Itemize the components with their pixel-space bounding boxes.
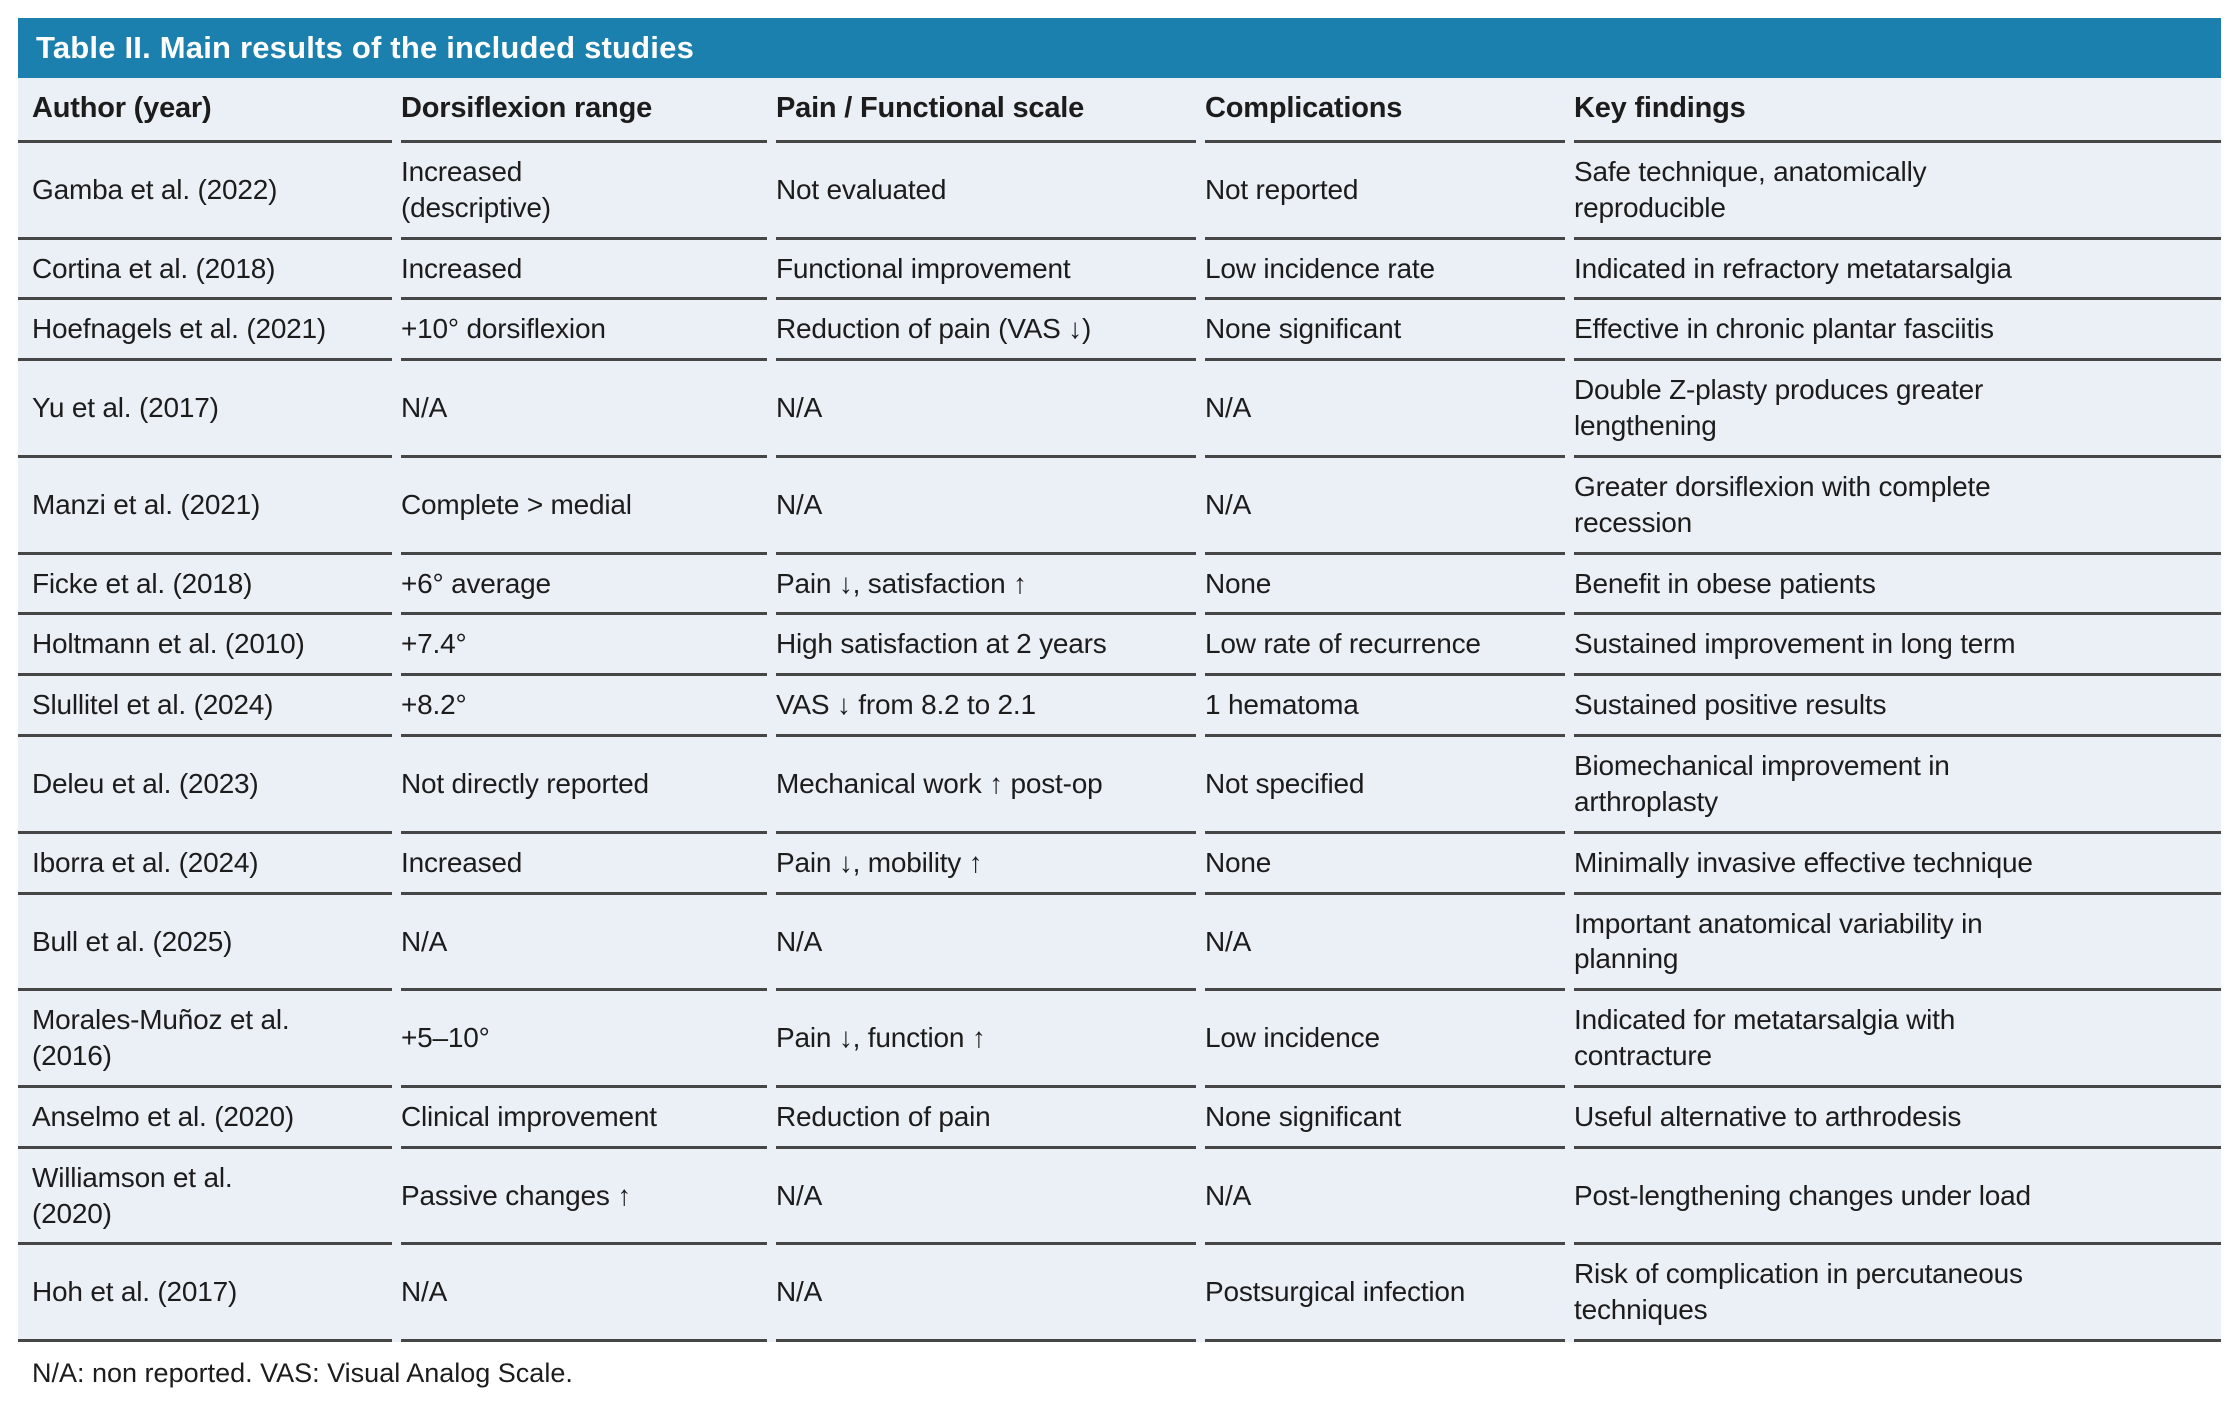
table-bottom-rule	[1574, 1339, 2221, 1343]
cell-author: Hoh et al. (2017)	[18, 1242, 392, 1339]
cell-complications: 1 hematoma	[1205, 673, 1565, 734]
cell-pain-functional-scale: High satisfaction at 2 years	[776, 612, 1196, 673]
cell-author: Iborra et al. (2024)	[18, 830, 392, 892]
footnote: N/A: non reported. VAS: Visual Analog Sc…	[32, 1358, 573, 1389]
cell-key-findings: Effective in chronic plantar fasciitis	[1574, 297, 2221, 358]
cell-author: Ficke et al. (2018)	[18, 551, 392, 613]
cell-dorsiflexion-range: N/A	[401, 1242, 767, 1339]
cell-pain-functional-scale: Pain ↓, function ↑	[776, 988, 1196, 1085]
results-table: Author (year) Dorsiflexion range Pain / Fu…	[18, 78, 2221, 1343]
cell-complications: Low rate of recurrence	[1205, 612, 1565, 673]
cell-complications: N/A	[1205, 454, 1565, 552]
cell-key-findings: Indicated in refractory metatarsalgia	[1574, 236, 2221, 298]
cell-key-findings: Post-lengthening changes under load	[1574, 1145, 2221, 1243]
cell-key-findings: Important anatomical variability in plan…	[1574, 891, 2221, 989]
cell-author: Anselmo et al. (2020)	[18, 1084, 392, 1146]
cell-pain-functional-scale: Pain ↓, mobility ↑	[776, 830, 1196, 892]
table-bottom-rule	[776, 1339, 1196, 1343]
cell-pain-functional-scale: N/A	[776, 1242, 1196, 1339]
cell-complications: Not reported	[1205, 140, 1565, 237]
cell-dorsiflexion-range: Clinical improvement	[401, 1084, 767, 1146]
cell-dorsiflexion-range: +6° average	[401, 551, 767, 613]
cell-author: Hoefnagels et al. (2021)	[18, 297, 392, 358]
cell-author: Yu et al. (2017)	[18, 358, 392, 455]
cell-dorsiflexion-range: Not directly reported	[401, 734, 767, 831]
table-bottom-rule	[18, 1339, 392, 1343]
cell-dorsiflexion-range: Increased (descriptive)	[401, 140, 767, 237]
cell-author: Manzi et al. (2021)	[18, 454, 392, 552]
table-bottom-rule	[401, 1339, 767, 1343]
cell-key-findings: Double Z-plasty produces greater lengthe…	[1574, 358, 2221, 455]
cell-key-findings: Benefit in obese patients	[1574, 551, 2221, 613]
cell-key-findings: Safe technique, anatomically reproducibl…	[1574, 140, 2221, 237]
cell-author: Holtmann et al. (2010)	[18, 612, 392, 673]
cell-key-findings: Greater dorsiflexion with complete reces…	[1574, 454, 2221, 552]
cell-author: Gamba et al. (2022)	[18, 140, 392, 237]
cell-dorsiflexion-range: Passive changes ↑	[401, 1145, 767, 1243]
cell-key-findings: Risk of complication in percutaneous tec…	[1574, 1242, 2221, 1339]
cell-pain-functional-scale: Reduction of pain	[776, 1084, 1196, 1146]
table-title: Table II. Main results of the included s…	[18, 18, 2221, 78]
cell-complications: Low incidence rate	[1205, 236, 1565, 298]
cell-pain-functional-scale: N/A	[776, 454, 1196, 552]
col-header-key-findings: Key findings	[1574, 92, 1746, 125]
cell-author: Slullitel et al. (2024)	[18, 673, 392, 734]
cell-pain-functional-scale: VAS ↓ from 8.2 to 2.1	[776, 673, 1196, 734]
cell-complications: Postsurgical infection	[1205, 1242, 1565, 1339]
cell-key-findings: Minimally invasive effective technique	[1574, 830, 2221, 892]
col-header-complications: Complications	[1205, 92, 1403, 125]
cell-complications: N/A	[1205, 1145, 1565, 1243]
cell-author: Cortina et al. (2018)	[18, 236, 392, 298]
cell-author: Morales-Muñoz et al. (2016)	[18, 988, 392, 1085]
col-header-author: Author (year)	[32, 92, 212, 125]
cell-pain-functional-scale: Reduction of pain (VAS ↓)	[776, 297, 1196, 358]
cell-complications: None significant	[1205, 1084, 1565, 1146]
cell-pain-functional-scale: N/A	[776, 1145, 1196, 1243]
cell-dorsiflexion-range: N/A	[401, 358, 767, 455]
cell-complications: N/A	[1205, 891, 1565, 989]
cell-pain-functional-scale: Functional improvement	[776, 236, 1196, 298]
cell-dorsiflexion-range: Increased	[401, 236, 767, 298]
cell-pain-functional-scale: Mechanical work ↑ post-op	[776, 734, 1196, 831]
cell-complications: Not specified	[1205, 734, 1565, 831]
cell-author: Deleu et al. (2023)	[18, 734, 392, 831]
cell-dorsiflexion-range: +10° dorsiflexion	[401, 297, 767, 358]
cell-key-findings: Indicated for metatarsalgia with contrac…	[1574, 988, 2221, 1085]
cell-dorsiflexion-range: +5–10°	[401, 988, 767, 1085]
cell-author: Williamson et al. (2020)	[18, 1145, 392, 1243]
cell-dorsiflexion-range: Increased	[401, 830, 767, 892]
cell-dorsiflexion-range: +7.4°	[401, 612, 767, 673]
col-header-dorsiflexion-range: Dorsiflexion range	[401, 92, 653, 125]
cell-dorsiflexion-range: Complete > medial	[401, 454, 767, 552]
cell-pain-functional-scale: Pain ↓, satisfaction ↑	[776, 551, 1196, 613]
cell-author: Bull et al. (2025)	[18, 891, 392, 989]
cell-complications: Low incidence	[1205, 988, 1565, 1085]
cell-complications: N/A	[1205, 358, 1565, 455]
cell-complications: None	[1205, 830, 1565, 892]
cell-key-findings: Sustained positive results	[1574, 673, 2221, 734]
cell-complications: None significant	[1205, 297, 1565, 358]
cell-dorsiflexion-range: +8.2°	[401, 673, 767, 734]
cell-key-findings: Sustained improvement in long term	[1574, 612, 2221, 673]
cell-pain-functional-scale: N/A	[776, 891, 1196, 989]
cell-pain-functional-scale: Not evaluated	[776, 140, 1196, 237]
cell-dorsiflexion-range: N/A	[401, 891, 767, 989]
table-bottom-rule	[1205, 1339, 1565, 1343]
cell-complications: None	[1205, 551, 1565, 613]
cell-pain-functional-scale: N/A	[776, 358, 1196, 455]
cell-key-findings: Useful alternative to arthrodesis	[1574, 1084, 2221, 1146]
col-header-pain-functional-scale: Pain / Functional scale	[776, 92, 1085, 125]
cell-key-findings: Biomechanical improvement in arthroplast…	[1574, 734, 2221, 831]
